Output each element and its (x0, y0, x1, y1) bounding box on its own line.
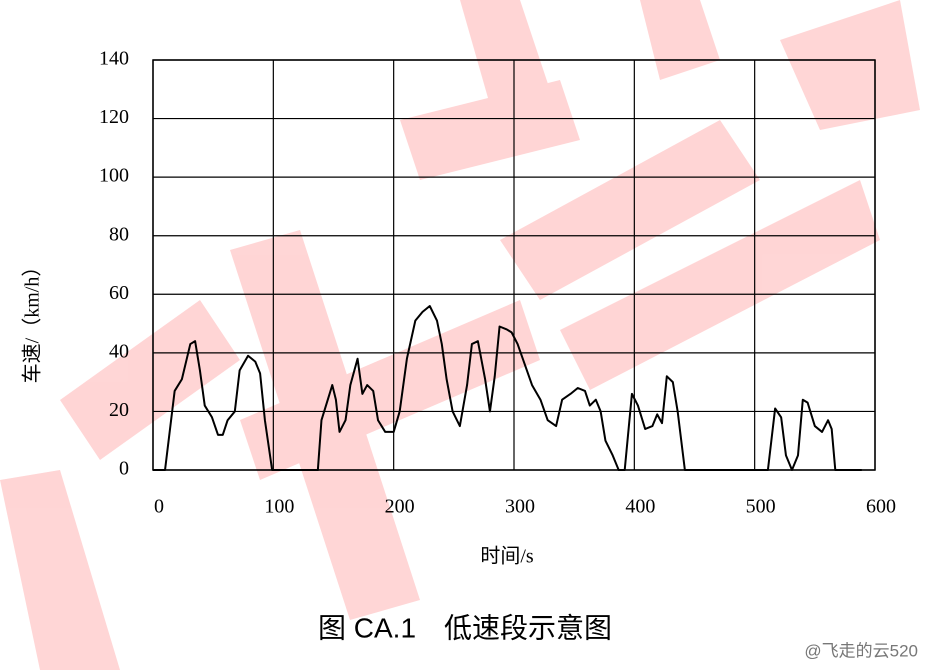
watermark: @飞走的云520 (804, 641, 918, 660)
y-tick-label: 140 (99, 48, 129, 70)
y-tick-label: 40 (109, 340, 129, 362)
y-axis-label: 车速/（km/h） (21, 257, 44, 384)
x-tick-label: 300 (505, 496, 535, 518)
x-tick-label: 100 (264, 496, 294, 518)
y-tick-label: 20 (109, 399, 129, 421)
chart-title: 图 CA.1 低速段示意图 (318, 612, 612, 643)
x-axis-label: 时间/s (480, 545, 534, 568)
speed-line (153, 305, 862, 471)
y-tick-label: 0 (119, 458, 129, 480)
y-tick-label: 80 (109, 223, 129, 245)
x-tick-label: 200 (385, 496, 415, 518)
x-tick-label: 600 (866, 496, 896, 518)
x-tick-label: 400 (625, 496, 655, 518)
y-tick-label: 100 (99, 165, 129, 187)
y-tick-label: 60 (109, 282, 129, 304)
y-tick-label: 120 (99, 106, 129, 128)
x-tick-label: 0 (154, 496, 164, 518)
x-tick-label: 500 (746, 496, 776, 518)
